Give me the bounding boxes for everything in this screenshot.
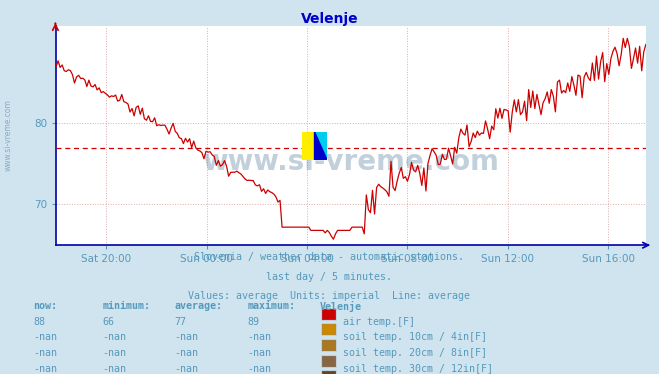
Text: -nan: -nan bbox=[175, 364, 198, 374]
Text: 77: 77 bbox=[175, 317, 186, 327]
Text: -nan: -nan bbox=[175, 332, 198, 343]
Polygon shape bbox=[314, 132, 327, 160]
Text: -nan: -nan bbox=[247, 332, 271, 343]
Text: minimum:: minimum: bbox=[102, 301, 150, 311]
Polygon shape bbox=[314, 132, 327, 160]
Text: www.si-vreme.com: www.si-vreme.com bbox=[202, 148, 500, 176]
Polygon shape bbox=[302, 132, 314, 160]
Text: Slovenia / weather data - automatic stations.: Slovenia / weather data - automatic stat… bbox=[194, 252, 465, 263]
Text: -nan: -nan bbox=[102, 332, 126, 343]
Text: average:: average: bbox=[175, 301, 223, 311]
Text: 89: 89 bbox=[247, 317, 259, 327]
Text: -nan: -nan bbox=[102, 364, 126, 374]
Text: soil temp. 20cm / 8in[F]: soil temp. 20cm / 8in[F] bbox=[343, 348, 487, 358]
Text: -nan: -nan bbox=[247, 364, 271, 374]
Text: Velenje: Velenje bbox=[320, 301, 362, 312]
Text: 88: 88 bbox=[33, 317, 45, 327]
Text: soil temp. 10cm / 4in[F]: soil temp. 10cm / 4in[F] bbox=[343, 332, 487, 343]
Text: soil temp. 30cm / 12in[F]: soil temp. 30cm / 12in[F] bbox=[343, 364, 493, 374]
Text: Values: average  Units: imperial  Line: average: Values: average Units: imperial Line: av… bbox=[188, 291, 471, 301]
Text: www.si-vreme.com: www.si-vreme.com bbox=[3, 99, 13, 171]
Text: maximum:: maximum: bbox=[247, 301, 295, 311]
Text: -nan: -nan bbox=[33, 332, 57, 343]
Text: 66: 66 bbox=[102, 317, 114, 327]
Text: -nan: -nan bbox=[33, 364, 57, 374]
Text: now:: now: bbox=[33, 301, 57, 311]
Text: last day / 5 minutes.: last day / 5 minutes. bbox=[266, 272, 393, 282]
Text: air temp.[F]: air temp.[F] bbox=[343, 317, 415, 327]
Text: Velenje: Velenje bbox=[301, 12, 358, 26]
Text: -nan: -nan bbox=[33, 348, 57, 358]
Text: -nan: -nan bbox=[102, 348, 126, 358]
Text: -nan: -nan bbox=[247, 348, 271, 358]
Text: -nan: -nan bbox=[175, 348, 198, 358]
